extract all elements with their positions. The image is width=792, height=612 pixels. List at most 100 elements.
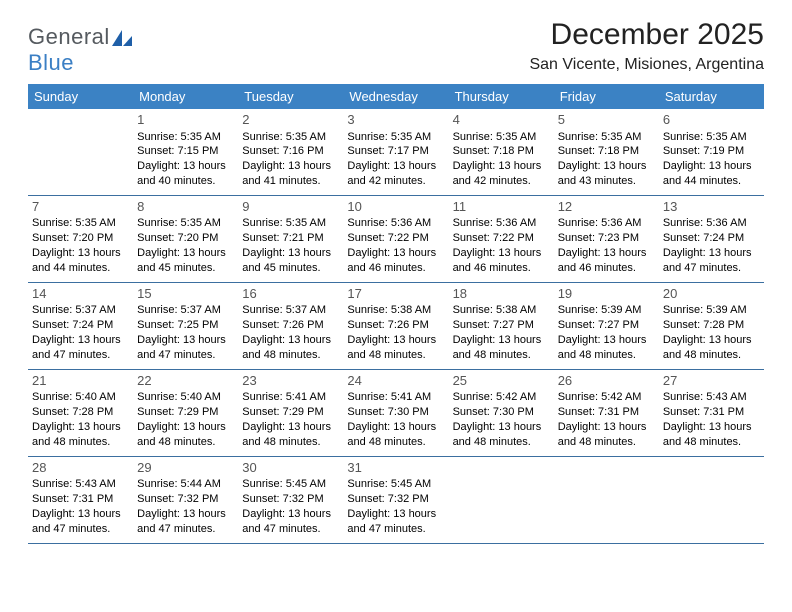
day-number: 11: [453, 198, 550, 216]
sunset-text: Sunset: 7:15 PM: [137, 144, 234, 159]
sunset-text: Sunset: 7:32 PM: [347, 492, 444, 507]
sunset-text: Sunset: 7:31 PM: [32, 492, 129, 507]
daylight-text: and 47 minutes.: [242, 522, 339, 537]
daylight-text: and 48 minutes.: [32, 435, 129, 450]
sunset-text: Sunset: 7:17 PM: [347, 144, 444, 159]
sunrise-text: Sunrise: 5:37 AM: [137, 303, 234, 318]
daylight-text: and 47 minutes.: [32, 348, 129, 363]
sunrise-text: Sunrise: 5:44 AM: [137, 477, 234, 492]
day-cell: 18Sunrise: 5:38 AMSunset: 7:27 PMDayligh…: [449, 282, 554, 369]
day-number: 26: [558, 372, 655, 390]
daylight-text: and 45 minutes.: [137, 261, 234, 276]
daylight-text: and 48 minutes.: [453, 348, 550, 363]
daylight-text: Daylight: 13 hours: [453, 420, 550, 435]
sunrise-text: Sunrise: 5:43 AM: [32, 477, 129, 492]
day-number: 23: [242, 372, 339, 390]
sunset-text: Sunset: 7:25 PM: [137, 318, 234, 333]
logo: General Blue: [28, 18, 132, 76]
daylight-text: and 47 minutes.: [347, 522, 444, 537]
sunset-text: Sunset: 7:24 PM: [663, 231, 760, 246]
daylight-text: Daylight: 13 hours: [347, 507, 444, 522]
daylight-text: Daylight: 13 hours: [347, 246, 444, 261]
daylight-text: and 48 minutes.: [558, 435, 655, 450]
sunrise-text: Sunrise: 5:42 AM: [453, 390, 550, 405]
sunset-text: Sunset: 7:20 PM: [32, 231, 129, 246]
day-number: 14: [32, 285, 129, 303]
daylight-text: and 48 minutes.: [558, 348, 655, 363]
logo-text: General Blue: [28, 24, 132, 76]
daylight-text: Daylight: 13 hours: [242, 159, 339, 174]
sunrise-text: Sunrise: 5:35 AM: [347, 130, 444, 145]
daylight-text: and 40 minutes.: [137, 174, 234, 189]
day-number: 2: [242, 111, 339, 129]
sunset-text: Sunset: 7:32 PM: [242, 492, 339, 507]
daylight-text: Daylight: 13 hours: [242, 333, 339, 348]
daylight-text: and 44 minutes.: [663, 174, 760, 189]
day-cell: 19Sunrise: 5:39 AMSunset: 7:27 PMDayligh…: [554, 282, 659, 369]
sunset-text: Sunset: 7:27 PM: [558, 318, 655, 333]
day-number: 15: [137, 285, 234, 303]
day-cell: 16Sunrise: 5:37 AMSunset: 7:26 PMDayligh…: [238, 282, 343, 369]
daylight-text: and 47 minutes.: [663, 261, 760, 276]
daylight-text: Daylight: 13 hours: [242, 246, 339, 261]
sunset-text: Sunset: 7:26 PM: [242, 318, 339, 333]
daylight-text: and 47 minutes.: [32, 522, 129, 537]
day-number: 30: [242, 459, 339, 477]
day-cell: 12Sunrise: 5:36 AMSunset: 7:23 PMDayligh…: [554, 195, 659, 282]
sunset-text: Sunset: 7:31 PM: [558, 405, 655, 420]
sunset-text: Sunset: 7:30 PM: [453, 405, 550, 420]
day-cell: 27Sunrise: 5:43 AMSunset: 7:31 PMDayligh…: [659, 369, 764, 456]
sunset-text: Sunset: 7:20 PM: [137, 231, 234, 246]
day-cell: 8Sunrise: 5:35 AMSunset: 7:20 PMDaylight…: [133, 195, 238, 282]
day-cell: 14Sunrise: 5:37 AMSunset: 7:24 PMDayligh…: [28, 282, 133, 369]
day-cell: 10Sunrise: 5:36 AMSunset: 7:22 PMDayligh…: [343, 195, 448, 282]
week-row: 21Sunrise: 5:40 AMSunset: 7:28 PMDayligh…: [28, 369, 764, 456]
col-monday: Monday: [133, 84, 238, 109]
sunset-text: Sunset: 7:28 PM: [663, 318, 760, 333]
sail-icon: [112, 30, 132, 46]
header: General Blue December 2025 San Vicente, …: [28, 18, 764, 76]
title-block: December 2025 San Vicente, Misiones, Arg…: [529, 18, 764, 76]
day-number: 8: [137, 198, 234, 216]
sunrise-text: Sunrise: 5:45 AM: [242, 477, 339, 492]
sunrise-text: Sunrise: 5:38 AM: [347, 303, 444, 318]
daylight-text: and 46 minutes.: [558, 261, 655, 276]
daylight-text: Daylight: 13 hours: [242, 420, 339, 435]
daylight-text: Daylight: 13 hours: [347, 420, 444, 435]
sunset-text: Sunset: 7:31 PM: [663, 405, 760, 420]
daylight-text: and 45 minutes.: [242, 261, 339, 276]
daylight-text: and 47 minutes.: [137, 522, 234, 537]
sunset-text: Sunset: 7:23 PM: [558, 231, 655, 246]
week-row: 7Sunrise: 5:35 AMSunset: 7:20 PMDaylight…: [28, 195, 764, 282]
daylight-text: Daylight: 13 hours: [32, 507, 129, 522]
sunset-text: Sunset: 7:18 PM: [453, 144, 550, 159]
day-cell: 3Sunrise: 5:35 AMSunset: 7:17 PMDaylight…: [343, 109, 448, 195]
sunrise-text: Sunrise: 5:41 AM: [347, 390, 444, 405]
sunrise-text: Sunrise: 5:35 AM: [32, 216, 129, 231]
week-row: 28Sunrise: 5:43 AMSunset: 7:31 PMDayligh…: [28, 456, 764, 543]
sunrise-text: Sunrise: 5:42 AM: [558, 390, 655, 405]
sunrise-text: Sunrise: 5:40 AM: [137, 390, 234, 405]
day-cell: 29Sunrise: 5:44 AMSunset: 7:32 PMDayligh…: [133, 456, 238, 543]
daylight-text: and 41 minutes.: [242, 174, 339, 189]
day-number: 12: [558, 198, 655, 216]
day-cell: 25Sunrise: 5:42 AMSunset: 7:30 PMDayligh…: [449, 369, 554, 456]
daylight-text: Daylight: 13 hours: [242, 507, 339, 522]
day-cell: 30Sunrise: 5:45 AMSunset: 7:32 PMDayligh…: [238, 456, 343, 543]
daylight-text: Daylight: 13 hours: [32, 333, 129, 348]
sunrise-text: Sunrise: 5:40 AM: [32, 390, 129, 405]
day-number: 4: [453, 111, 550, 129]
sunset-text: Sunset: 7:29 PM: [137, 405, 234, 420]
daylight-text: Daylight: 13 hours: [558, 420, 655, 435]
day-cell: 15Sunrise: 5:37 AMSunset: 7:25 PMDayligh…: [133, 282, 238, 369]
calendar-page: General Blue December 2025 San Vicente, …: [0, 0, 792, 544]
sunrise-text: Sunrise: 5:35 AM: [137, 130, 234, 145]
daylight-text: Daylight: 13 hours: [558, 246, 655, 261]
sunrise-text: Sunrise: 5:35 AM: [558, 130, 655, 145]
daylight-text: Daylight: 13 hours: [347, 159, 444, 174]
day-number: 20: [663, 285, 760, 303]
day-cell: 1Sunrise: 5:35 AMSunset: 7:15 PMDaylight…: [133, 109, 238, 195]
sunset-text: Sunset: 7:32 PM: [137, 492, 234, 507]
calendar-body: 1Sunrise: 5:35 AMSunset: 7:15 PMDaylight…: [28, 109, 764, 543]
sunset-text: Sunset: 7:28 PM: [32, 405, 129, 420]
